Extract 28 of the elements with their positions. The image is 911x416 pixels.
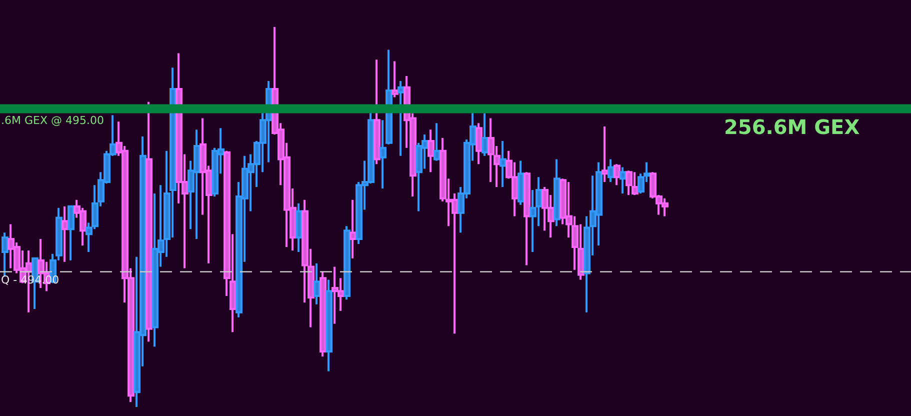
candlestick	[614, 163, 620, 186]
annotation: 256.6M GEX	[724, 115, 860, 140]
candlestick	[320, 270, 326, 358]
candlestick	[344, 225, 350, 300]
candlestick	[434, 122, 440, 162]
candlestick	[524, 171, 530, 266]
candlestick	[476, 122, 482, 166]
candlestick	[398, 80, 404, 157]
candlestick	[296, 202, 302, 253]
candlestick	[374, 58, 380, 166]
ref-line-label: .6M GEX @ 495.00	[1, 114, 104, 128]
candlestick	[518, 160, 524, 206]
candlestick	[326, 278, 332, 372]
candlestick	[380, 119, 386, 190]
candlestick	[392, 60, 398, 98]
candlestick	[428, 128, 434, 174]
candlestick	[68, 205, 74, 262]
candlestick	[620, 166, 626, 194]
candlestick	[500, 140, 506, 188]
ref-line-label: Q - 494.00	[1, 273, 60, 286]
candlestick	[602, 126, 608, 184]
candlestick	[482, 112, 488, 157]
candlestick	[62, 205, 68, 263]
candlestick	[350, 198, 356, 260]
candlestick	[608, 158, 614, 184]
candlestick	[554, 158, 560, 228]
candlestick	[314, 262, 320, 306]
candlestick	[146, 100, 152, 343]
